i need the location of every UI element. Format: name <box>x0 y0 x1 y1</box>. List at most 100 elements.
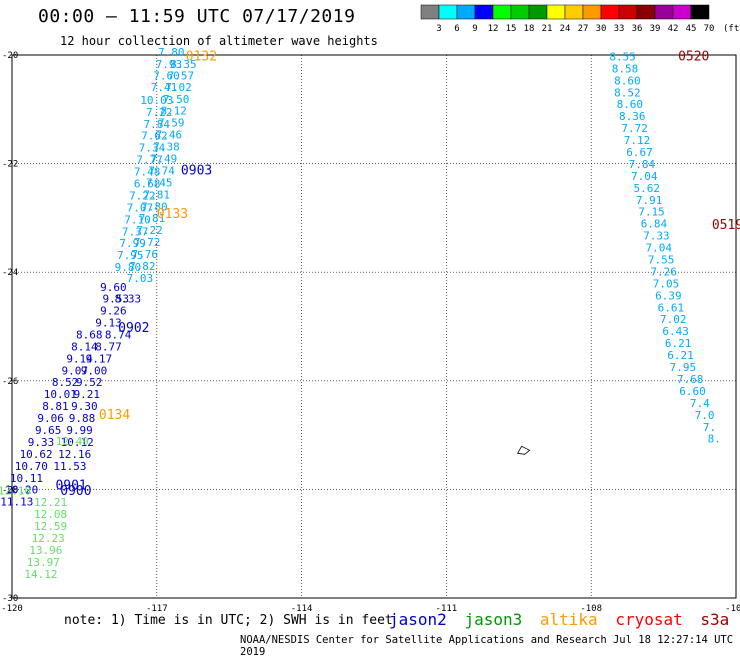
swh-value: 7.12 <box>624 134 651 147</box>
swh-value: 8.52 <box>52 376 79 389</box>
swh-value: 12.08 <box>34 508 67 521</box>
swh-value: 7.15 <box>638 206 665 219</box>
colorbar-label: 70 <box>704 24 715 34</box>
swh-value: 7.34 <box>139 142 166 155</box>
island-shape <box>516 445 531 455</box>
swh-value: 10.20 <box>5 484 38 497</box>
swh-value: 8.35 <box>170 58 197 71</box>
swh-value: 9.53 <box>103 293 130 306</box>
swh-value: 10.12 <box>61 436 94 449</box>
swh-value: 7.10 <box>124 213 151 226</box>
swh-value: 10.01 <box>44 388 77 401</box>
swh-value: 13.96 <box>29 544 62 557</box>
y-tick-label: -26 <box>2 377 18 387</box>
footer-note: note: 1) Time is in UTC; 2) SWH is in fe… <box>64 613 393 628</box>
swh-value: 9.52 <box>76 376 103 389</box>
swh-value: 7.02 <box>165 81 192 94</box>
swh-value: 7.02 <box>660 313 687 326</box>
swh-value: 7.48 <box>134 166 161 179</box>
swh-value: 7.82 <box>129 260 156 273</box>
swh-value: 7.68 <box>677 373 704 386</box>
colorbar-swatch <box>456 4 476 20</box>
swh-value: 7.46 <box>156 129 183 142</box>
colorbar-swatch <box>474 4 494 20</box>
y-tick-label: -24 <box>2 268 18 278</box>
colorbar-label: 39 <box>650 24 661 34</box>
swh-value: 7.93 <box>156 58 183 71</box>
swh-value: 10.70 <box>15 460 48 473</box>
colorbar-swatch <box>510 4 530 20</box>
page-title: 00:00 – 11:59 UTC 07/17/2019 <box>38 6 356 27</box>
swh-value: 9.26 <box>100 305 127 318</box>
swh-value: 9.13 <box>95 317 122 330</box>
legend-s3a: s3a <box>700 610 730 629</box>
swh-value: 9.99 <box>66 424 93 437</box>
colorbar-label: 12 <box>488 24 499 34</box>
page-subtitle: 12 hour collection of altimeter wave hei… <box>60 34 378 48</box>
swh-value: 10.11 <box>10 472 43 485</box>
time-label: 0903 <box>181 163 212 178</box>
swh-value: 7.57 <box>168 69 195 82</box>
swh-value: 7.81 <box>144 188 171 201</box>
swh-value: 7.95 <box>117 249 144 262</box>
colorbar-swatch <box>564 4 584 20</box>
legend-cryosat: cryosat <box>615 610 683 629</box>
swh-value: 11.53 <box>53 460 86 473</box>
swh-value: 12.23 <box>32 532 65 545</box>
swh-value: 6.39 <box>655 289 682 302</box>
legend-jason2: jason2 <box>389 610 447 629</box>
colorbar-label: 33 <box>614 24 625 34</box>
swh-value: 8.12 <box>160 105 187 118</box>
time-label: 0133 <box>157 207 188 222</box>
swh-value: 12.10 <box>0 484 31 497</box>
swh-value: 6.43 <box>662 325 689 338</box>
colorbar-swatch <box>654 4 674 20</box>
swh-value: 7.05 <box>653 277 680 290</box>
time-label: 0900 <box>60 484 91 499</box>
swh-value: 7.22 <box>129 189 156 202</box>
swh-value: 8.14 <box>71 340 98 353</box>
legend-jason3: jason3 <box>464 610 523 629</box>
swh-value: 6.84 <box>641 218 668 231</box>
swh-value: 7.59 <box>158 117 185 130</box>
swh-value: 8.60 <box>617 98 644 111</box>
colorbar-label: 27 <box>578 24 589 34</box>
colorbar-label: 9 <box>472 24 477 34</box>
swh-value: 8. <box>708 433 721 446</box>
swh-value: 7.99 <box>119 237 146 250</box>
time-label: 0132 <box>186 49 217 64</box>
colorbar-label: 3 <box>436 24 441 34</box>
swh-value: 7.77 <box>136 154 163 167</box>
x-tick-label: -111 <box>436 604 458 614</box>
swh-value: 8.52 <box>614 86 641 99</box>
swh-value: 9.06 <box>37 412 64 425</box>
swh-value: 9.65 <box>35 424 62 437</box>
swh-value: 9.14 <box>66 352 93 365</box>
swh-value: 9.21 <box>74 388 101 401</box>
swh-value: 8.58 <box>612 62 639 75</box>
swh-value: 9.33 <box>28 436 55 449</box>
swh-value: 5.62 <box>633 182 660 195</box>
colorbar-label: 30 <box>596 24 607 34</box>
swh-value: 7.55 <box>648 254 675 267</box>
swh-values: 7.807.937.607.4110.037.227.847.627.347.7… <box>0 46 721 581</box>
landmark <box>516 445 531 455</box>
x-tick-label: -117 <box>146 604 168 614</box>
swh-value: 12.16 <box>58 448 91 461</box>
swh-value: 10.62 <box>20 448 53 461</box>
swh-value: 6.60 <box>679 385 706 398</box>
swh-value: 7.62 <box>141 130 168 143</box>
plot-frame <box>11 54 737 599</box>
colorbar-swatch <box>528 4 548 20</box>
colorbar-label: 45 <box>686 24 697 34</box>
x-tick-label: -108 <box>580 604 602 614</box>
swh-value: 7. <box>703 421 716 434</box>
colorbar-swatch <box>672 4 692 20</box>
swh-value: 7.07 <box>127 201 154 214</box>
time-label: 0520 <box>678 49 709 64</box>
swh-value: 7.38 <box>153 141 180 154</box>
x-tick-label: -105 <box>725 604 740 614</box>
swh-value: 7.04 <box>646 242 673 255</box>
colorbar-label: 15 <box>506 24 517 34</box>
